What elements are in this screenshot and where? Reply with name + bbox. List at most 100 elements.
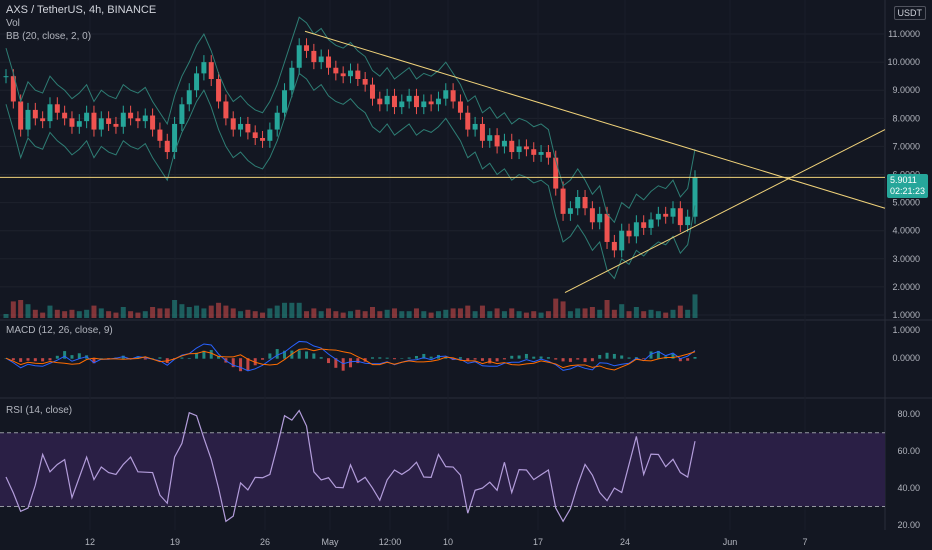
macd-histogram-bar [649, 351, 653, 359]
volume-bar [267, 308, 273, 318]
volume-bar [655, 311, 661, 318]
macd-label: MACD (12, 26, close, 9) [6, 325, 113, 336]
candle-body [267, 129, 273, 141]
candle-body [113, 123, 119, 127]
macd-histogram-bar [678, 358, 682, 362]
candle-body [641, 222, 647, 228]
bb-upper [5, 16, 696, 224]
candle-body [311, 50, 317, 63]
candle-body [670, 208, 676, 217]
macd-histogram-bar [620, 355, 624, 359]
macd-histogram-bar [261, 358, 265, 360]
candle-body [523, 146, 529, 150]
candle-body [421, 101, 427, 108]
candle-body [245, 123, 251, 133]
candle-body [25, 109, 31, 130]
volume-bar [120, 307, 126, 318]
volume-bar [40, 312, 46, 318]
macd-histogram-bar [576, 358, 580, 360]
volume-bar [560, 301, 566, 318]
candle-body [348, 70, 353, 77]
candle-body [282, 90, 288, 113]
candle-body [604, 213, 610, 242]
candle-body [450, 90, 456, 102]
macd-histogram-bar [568, 358, 572, 362]
volume-bar [32, 309, 38, 318]
volume-bar [106, 311, 112, 318]
candle-body [384, 95, 390, 105]
trendline-down [304, 30, 886, 209]
candle-body [120, 112, 126, 127]
macd-histogram-bar [158, 357, 162, 359]
candle-body [260, 138, 266, 141]
candle-body [223, 101, 229, 119]
macd-histogram-bar [143, 358, 147, 360]
macd-histogram-bar [239, 358, 243, 372]
volume-bar [531, 311, 537, 318]
macd-histogram-bar [693, 356, 697, 359]
x-tick-label: 19 [170, 537, 180, 547]
volume-bar [391, 308, 397, 318]
volume-bar [435, 311, 441, 318]
x-tick-label: 24 [620, 537, 630, 547]
volume-bar [84, 309, 90, 318]
macd-histogram-bar [41, 358, 45, 362]
volume-bar [443, 309, 449, 318]
volume-bar [260, 312, 266, 318]
volume-bar [348, 311, 353, 318]
macd-histogram-bar [429, 356, 433, 359]
volume-bar [238, 311, 244, 318]
volume-bar [450, 308, 456, 318]
macd-histogram-bar [590, 358, 594, 362]
candle-body [47, 104, 53, 122]
x-tick-label: 12:00 [379, 537, 402, 547]
macd-histogram-bar [583, 358, 587, 363]
volume-bar [406, 311, 412, 318]
y-tick-label: 4.0000 [892, 226, 920, 236]
volume-bar [355, 309, 361, 318]
macd-histogram-bar [77, 353, 81, 359]
currency-badge[interactable]: USDT [893, 6, 926, 20]
volume-bar [633, 307, 639, 318]
y-tick-label: 3.0000 [892, 254, 920, 264]
volume-bar [245, 309, 251, 318]
candle-body [663, 213, 669, 217]
candle-body [457, 101, 463, 113]
volume-bar [545, 311, 551, 318]
volume-bar [509, 308, 515, 318]
candle-body [391, 95, 397, 108]
candle-body [216, 79, 222, 102]
y-tick-label: 1.0000 [892, 310, 920, 320]
candle-body [340, 73, 346, 77]
volume-bar [47, 305, 53, 318]
candle-body [274, 112, 280, 130]
candle-body [677, 208, 683, 226]
volume-bar [10, 301, 16, 318]
candle-body [142, 115, 148, 122]
volume-bar [318, 311, 324, 318]
volume-bar [113, 312, 119, 318]
volume-bar [479, 305, 485, 318]
candle-body [172, 123, 178, 153]
candle-body [62, 112, 68, 119]
volume-bar [677, 305, 683, 318]
macd-histogram-bar [414, 355, 418, 359]
candle-body [531, 149, 537, 155]
volume-bar [523, 312, 529, 318]
signal-line [5, 348, 696, 371]
candle-body [304, 45, 310, 51]
candle-body [560, 188, 566, 214]
rsi-band [0, 432, 885, 507]
macd-histogram-bar [202, 350, 206, 359]
volume-bar [164, 308, 170, 318]
macd-histogram-bar [217, 355, 221, 359]
volume-bar [208, 305, 214, 318]
volume-bar [304, 311, 310, 318]
volume-bar [216, 302, 222, 318]
rsi-y-tick: 60.00 [897, 446, 920, 456]
macd-histogram-bar [407, 357, 411, 359]
volume-bar [54, 309, 60, 318]
macd-histogram-bar [246, 358, 250, 371]
volume-bar [311, 308, 317, 318]
